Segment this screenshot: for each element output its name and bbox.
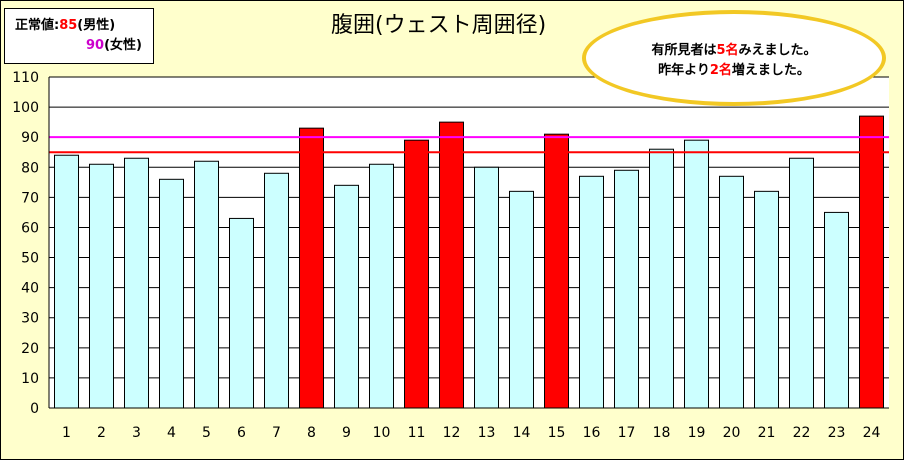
y-tick-label: 90 [21, 130, 39, 146]
bar [369, 163, 394, 409]
bar [334, 184, 359, 409]
legend-female-value: 90 [86, 38, 105, 53]
callout-line2-a: 昨年より [658, 63, 710, 78]
callout-line1-b: みえました。 [738, 43, 817, 58]
legend-male-suffix: (男性) [77, 18, 116, 33]
bar [194, 160, 219, 409]
findings-callout: 有所見者は5名みえました。 昨年より2名増えました。 [582, 10, 886, 106]
x-tick-label: 22 [793, 425, 811, 441]
x-tick-label: 4 [167, 425, 176, 441]
x-tick-label: 20 [723, 425, 741, 441]
callout-line-1: 有所見者は5名みえました。 [586, 41, 882, 61]
bar [754, 190, 779, 409]
x-tick-label: 1 [62, 425, 71, 441]
x-tick-label: 5 [202, 425, 211, 441]
bar [474, 166, 499, 409]
x-tick-label: 8 [307, 425, 316, 441]
bar [89, 163, 114, 409]
x-tick-label: 7 [272, 425, 281, 441]
x-tick-label: 17 [618, 425, 636, 441]
x-tick-label: 14 [513, 425, 531, 441]
bar [789, 157, 814, 409]
normal-value-legend: 正常値:85(男性) 90(女性) [4, 8, 154, 64]
y-tick-label: 60 [21, 220, 39, 236]
bar [264, 172, 289, 409]
x-tick-label: 2 [97, 425, 106, 441]
callout-line1-num: 5名 [716, 43, 739, 58]
x-tick-label: 6 [237, 425, 246, 441]
bar [719, 175, 744, 409]
bar [54, 154, 79, 409]
y-tick-label: 10 [21, 371, 39, 387]
y-tick-label: 50 [21, 251, 39, 267]
callout-line1-a: 有所見者は [651, 43, 717, 58]
y-tick-label: 100 [12, 100, 39, 116]
bar [509, 190, 534, 409]
plot-area [49, 77, 889, 408]
legend-male-value: 85 [59, 18, 78, 33]
bar [299, 127, 324, 409]
x-tick-label: 21 [758, 425, 776, 441]
bar [859, 115, 884, 409]
x-tick-label: 24 [863, 425, 881, 441]
chart-title: 腹囲(ウェスト周囲径) [331, 13, 547, 38]
x-tick-label: 18 [653, 425, 671, 441]
bar [229, 217, 254, 409]
x-tick-label: 12 [443, 425, 461, 441]
bar [159, 178, 184, 409]
bar [544, 133, 569, 409]
bar [579, 175, 604, 409]
x-tick-label: 11 [408, 425, 426, 441]
callout-line-2: 昨年より2名増えました。 [586, 61, 882, 81]
bar [614, 169, 639, 409]
x-tick-label: 13 [478, 425, 496, 441]
callout-line2-num: 2名 [709, 63, 732, 78]
bar [439, 121, 464, 409]
x-tick-label: 3 [132, 425, 141, 441]
bar [684, 139, 709, 409]
x-tick-label: 9 [342, 425, 351, 441]
y-tick-label: 40 [21, 281, 39, 297]
x-tick-label: 15 [548, 425, 566, 441]
legend-female-suffix: (女性) [104, 38, 142, 53]
y-tick-label: 80 [21, 160, 39, 176]
y-tick-label: 110 [12, 70, 39, 86]
x-tick-label: 19 [688, 425, 706, 441]
legend-male-prefix: 正常値: [15, 18, 60, 33]
x-tick-label: 16 [583, 425, 601, 441]
y-tick-label: 20 [21, 341, 39, 357]
x-tick-label: 10 [373, 425, 391, 441]
legend-female-line: 90(女性) [86, 37, 142, 55]
callout-line2-b: 増えました。 [731, 63, 810, 78]
y-tick-label: 0 [30, 401, 39, 417]
y-tick-label: 30 [21, 311, 39, 327]
bar [824, 211, 849, 409]
legend-male-line: 正常値:85(男性) [15, 17, 115, 35]
bar [404, 139, 429, 409]
bar [124, 157, 149, 409]
bar [649, 148, 674, 409]
y-tick-label: 70 [21, 190, 39, 206]
x-tick-label: 23 [828, 425, 846, 441]
